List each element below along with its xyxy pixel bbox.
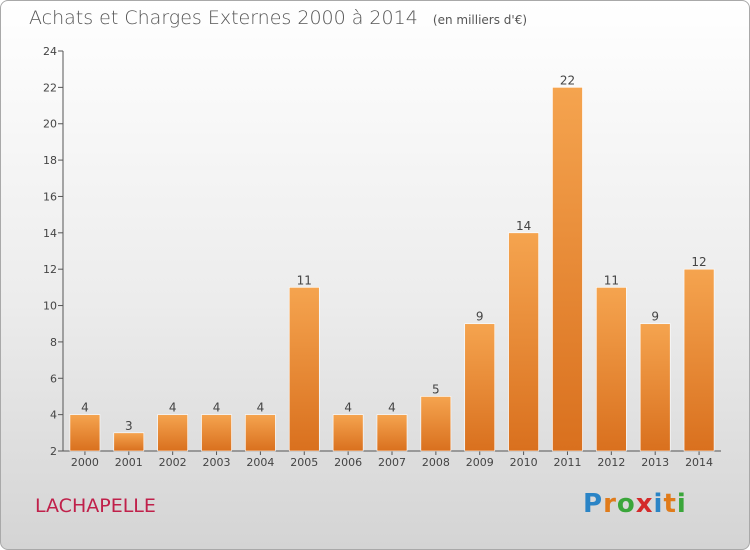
chart-title: Achats et Charges Externes 2000 à 2014 (… xyxy=(29,7,527,29)
x-tick-label: 2010 xyxy=(510,456,538,469)
bar-2003 xyxy=(201,414,232,452)
y-tick-label: 8 xyxy=(50,336,57,349)
bar-2013 xyxy=(639,323,671,452)
bar-2014 xyxy=(683,268,715,452)
logo-letter: t xyxy=(663,489,677,519)
y-tick-label: 16 xyxy=(43,190,57,203)
chart-unit-note: (en milliers d'€) xyxy=(432,13,528,27)
y-tick-label: 12 xyxy=(43,263,57,276)
logo-letter: r xyxy=(603,489,617,519)
x-tick-label: 2005 xyxy=(290,456,318,469)
y-tick-label: 6 xyxy=(50,372,57,385)
bar-value-label: 4 xyxy=(388,401,396,415)
y-tick-label: 10 xyxy=(43,300,57,313)
bar-value-label: 4 xyxy=(344,401,352,415)
bar-2005 xyxy=(288,287,320,452)
bar-2012 xyxy=(596,287,627,452)
bar-2009 xyxy=(464,323,496,452)
x-tick-label: 2009 xyxy=(466,456,494,469)
x-tick-label: 2008 xyxy=(422,456,450,469)
x-tick-label: 2000 xyxy=(71,456,99,469)
chart-title-text: Achats et Charges Externes 2000 à 2014 xyxy=(29,7,418,29)
bar-value-label: 11 xyxy=(297,273,312,287)
logo-letter: o xyxy=(616,489,636,519)
bar-2008 xyxy=(420,396,452,452)
x-tick-label: 2013 xyxy=(641,456,669,469)
chart-bars xyxy=(69,87,715,452)
bar-2001 xyxy=(113,432,145,452)
place-label: LACHAPELLE xyxy=(35,495,156,517)
bar-value-label: 5 xyxy=(432,382,440,396)
logo-letter: i xyxy=(676,489,687,519)
bar-2000 xyxy=(69,414,101,452)
logo-letter: x xyxy=(635,489,654,519)
proxiti-logo[interactable]: Proxiti xyxy=(583,489,687,519)
bar-value-label: 3 xyxy=(125,419,133,433)
bar-value-label: 12 xyxy=(691,255,706,269)
y-tick-label: 18 xyxy=(43,154,57,167)
bar-value-label: 4 xyxy=(81,401,89,415)
logo-letter: P xyxy=(583,489,604,519)
y-tick-label: 4 xyxy=(50,409,57,422)
bar-2007 xyxy=(376,414,408,452)
x-tick-label: 2007 xyxy=(378,456,406,469)
bar-value-label: 11 xyxy=(604,273,619,287)
bar-value-label: 9 xyxy=(651,310,659,324)
chart-data-labels: 4 3 4 4 4 11 4 4 5 9 14 22 11 9 12 xyxy=(81,73,707,432)
x-tick-label: 2004 xyxy=(246,456,274,469)
bar-value-label: 9 xyxy=(476,310,484,324)
y-tick-label: 20 xyxy=(43,118,57,131)
bar-2004 xyxy=(245,414,276,452)
x-tick-label: 2006 xyxy=(334,456,362,469)
x-tick-label: 2002 xyxy=(159,456,187,469)
x-tick-label: 2001 xyxy=(115,456,143,469)
bar-value-label: 4 xyxy=(257,401,265,415)
y-tick-label: 2 xyxy=(50,445,57,458)
bar-2010 xyxy=(508,232,539,452)
bar-value-label: 4 xyxy=(213,401,221,415)
y-tick-label: 24 xyxy=(43,45,57,58)
y-tick-label: 14 xyxy=(43,227,57,240)
bar-value-label: 4 xyxy=(169,401,177,415)
x-tick-label: 2011 xyxy=(553,456,581,469)
bar-2011 xyxy=(552,87,583,452)
x-tick-label: 2012 xyxy=(597,456,625,469)
bar-value-label: 22 xyxy=(560,73,575,87)
y-tick-label: 22 xyxy=(43,81,57,94)
bar-2006 xyxy=(332,414,364,452)
bar-value-label: 14 xyxy=(516,219,531,233)
x-tick-label: 2014 xyxy=(685,456,713,469)
bar-2002 xyxy=(157,414,188,452)
logo-letter: i xyxy=(653,489,664,519)
x-tick-label: 2003 xyxy=(203,456,231,469)
